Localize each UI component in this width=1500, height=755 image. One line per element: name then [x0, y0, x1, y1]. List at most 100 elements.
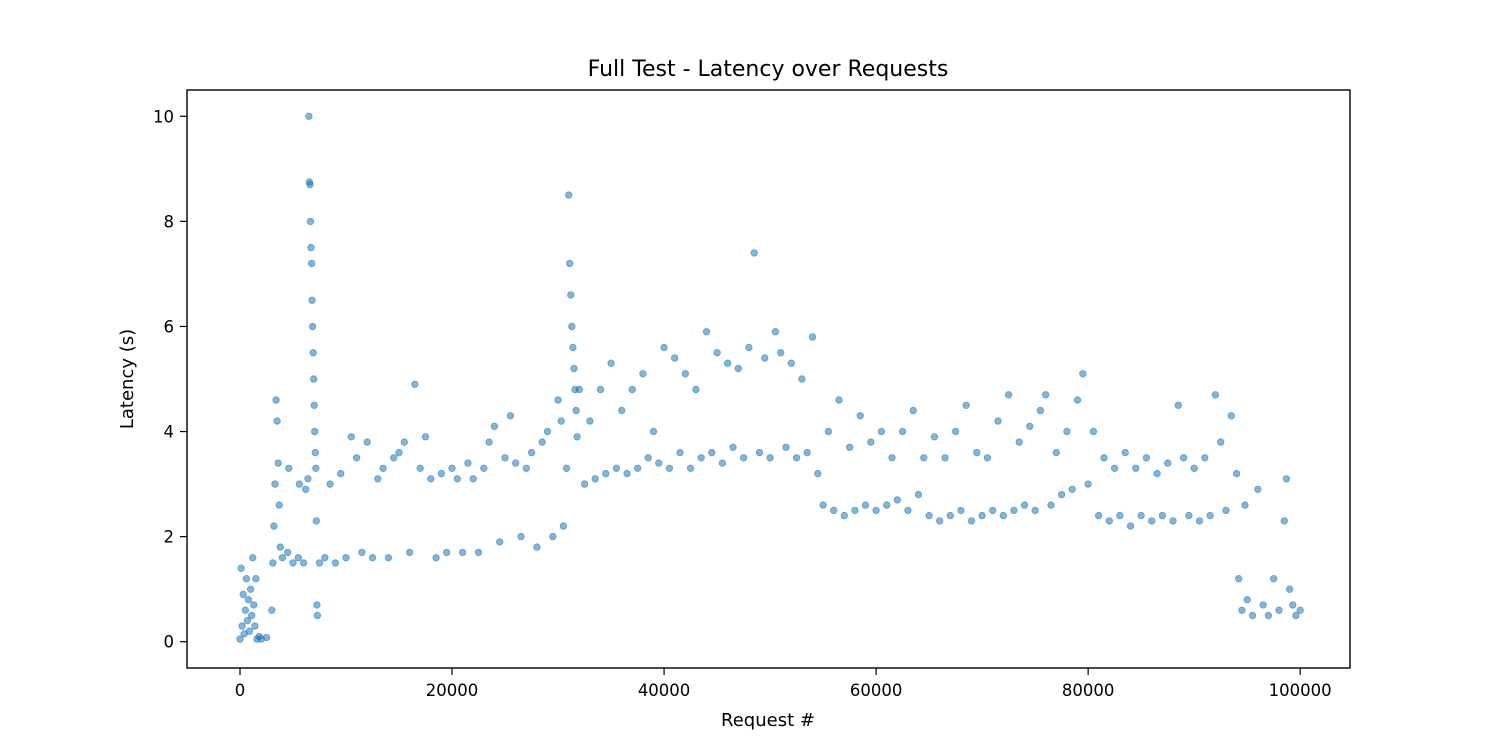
- data-point: [1238, 606, 1246, 614]
- data-point: [1084, 480, 1092, 488]
- data-point: [1264, 611, 1273, 620]
- data-point: [1068, 485, 1076, 493]
- x-tick-label: 40000: [638, 681, 691, 700]
- data-point: [655, 459, 663, 467]
- data-point: [312, 464, 320, 472]
- data-point: [237, 564, 245, 572]
- data-point: [586, 417, 594, 425]
- data-point: [295, 480, 304, 488]
- data-points: [236, 112, 1304, 643]
- data-point: [596, 385, 605, 394]
- data-point: [999, 511, 1007, 520]
- data-point: [363, 438, 371, 446]
- data-point: [246, 585, 255, 593]
- x-axis-label: Request #: [721, 710, 815, 731]
- data-point: [989, 506, 997, 515]
- data-point: [311, 427, 319, 436]
- data-point: [270, 522, 278, 530]
- data-point: [304, 475, 312, 483]
- data-point: [289, 559, 297, 567]
- y-axis-label: Latency (s): [117, 329, 138, 429]
- data-point: [628, 385, 636, 394]
- data-point: [983, 454, 992, 462]
- data-point: [464, 459, 472, 467]
- data-point: [247, 611, 256, 620]
- data-point: [1041, 391, 1050, 399]
- data-point: [342, 554, 350, 562]
- data-point: [274, 459, 282, 467]
- data-point: [1169, 517, 1177, 525]
- data-point: [1004, 391, 1013, 399]
- data-point: [602, 469, 610, 478]
- data-point: [1137, 511, 1145, 520]
- data-point: [1132, 464, 1140, 472]
- data-point: [272, 396, 280, 404]
- data-point: [702, 328, 711, 336]
- data-point: [1010, 506, 1018, 515]
- data-point: [313, 611, 322, 620]
- data-point: [1057, 490, 1066, 499]
- data-point: [411, 380, 419, 388]
- data-point: [856, 412, 864, 420]
- data-point: [244, 596, 253, 604]
- data-point: [729, 443, 737, 451]
- data-point: [306, 180, 314, 189]
- data-point: [814, 469, 822, 478]
- data-point: [771, 328, 780, 336]
- data-point: [400, 438, 408, 446]
- data-point: [909, 406, 917, 415]
- y-tick-label: 10: [153, 107, 174, 126]
- data-point: [284, 548, 292, 557]
- data-point: [877, 427, 886, 436]
- data-point: [1147, 517, 1156, 525]
- data-point: [761, 354, 769, 362]
- data-point: [665, 464, 674, 472]
- data-point: [312, 517, 320, 525]
- data-point: [1052, 448, 1060, 457]
- data-point: [1163, 459, 1172, 467]
- data-point: [276, 543, 284, 551]
- data-point: [416, 464, 424, 472]
- data-point: [251, 622, 259, 630]
- data-point: [285, 464, 293, 472]
- data-point: [242, 575, 251, 583]
- data-point: [557, 417, 565, 425]
- data-point: [618, 406, 626, 415]
- data-point: [337, 469, 345, 478]
- y-tick-label: 0: [164, 633, 175, 652]
- data-point: [930, 433, 939, 441]
- data-point: [241, 606, 249, 614]
- y-tick-label: 4: [164, 423, 175, 442]
- data-point: [745, 343, 753, 352]
- data-point: [1047, 501, 1055, 509]
- y-tick-label: 6: [164, 317, 175, 336]
- data-point: [543, 427, 552, 436]
- data-point: [572, 406, 580, 415]
- data-point: [835, 396, 843, 404]
- data-point: [306, 217, 315, 226]
- data-point: [580, 480, 589, 488]
- data-point: [308, 322, 317, 331]
- data-point: [485, 438, 493, 446]
- data-point: [883, 501, 891, 509]
- data-point: [236, 635, 244, 643]
- data-point: [591, 475, 599, 483]
- data-point: [1020, 501, 1029, 509]
- x-tick-label: 80000: [1062, 681, 1115, 700]
- data-point: [1036, 406, 1045, 415]
- data-point: [708, 448, 716, 457]
- data-point: [512, 459, 520, 467]
- data-point: [957, 506, 965, 515]
- data-point: [490, 422, 499, 430]
- data-point: [681, 370, 689, 378]
- data-point: [573, 433, 581, 441]
- data-point: [951, 427, 960, 436]
- data-point: [527, 448, 536, 457]
- data-point: [898, 427, 907, 436]
- data-point: [368, 554, 377, 562]
- x-tick-label: 60000: [850, 681, 903, 700]
- data-point: [1158, 511, 1167, 520]
- data-point: [315, 559, 324, 567]
- data-point: [734, 364, 742, 373]
